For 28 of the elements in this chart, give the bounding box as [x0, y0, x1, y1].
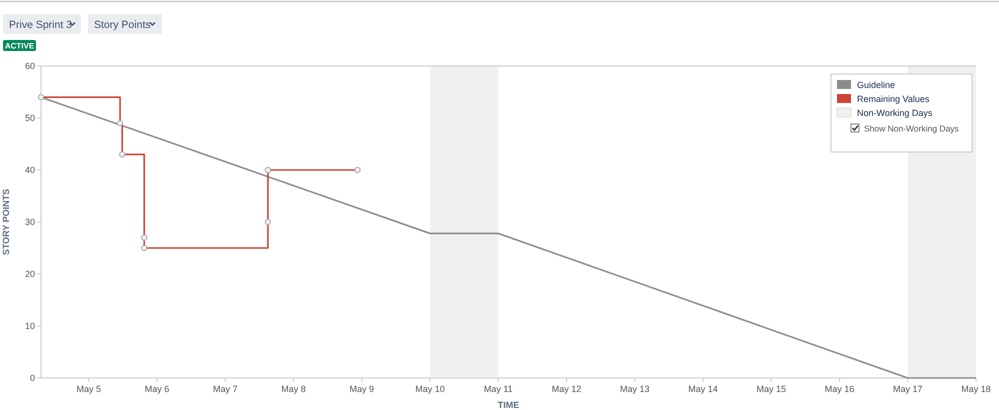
y-tick-label: 20 — [24, 269, 35, 280]
x-tick-label: May 15 — [756, 384, 786, 394]
legend-label: Guideline — [857, 80, 896, 90]
x-axis-title: TIME — [498, 400, 520, 410]
annotation: Show Non-Working Days — [864, 124, 959, 134]
x-tick-label: May 6 — [144, 384, 170, 394]
x-tick-label: May 14 — [688, 384, 718, 394]
annotation: Non-Working Days — [857, 108, 933, 118]
x-tick-label: May 17 — [892, 384, 923, 394]
legend-label: Remaining Values — [857, 94, 930, 104]
y-tick-label: 10 — [24, 321, 35, 332]
x-tick-label: May 8 — [281, 384, 306, 394]
y-tick-label: 40 — [24, 165, 35, 176]
x-tick-label: May 11 — [484, 384, 513, 394]
x-tick-label: May 18 — [961, 384, 991, 394]
x-tick-label: May 13 — [620, 384, 650, 394]
x-tick-label: May 7 — [213, 384, 238, 394]
y-tick-label: 50 — [24, 113, 35, 124]
y-axis-title: STORY POINTS — [1, 188, 11, 256]
x-tick-label: May 10 — [415, 384, 445, 394]
y-tick-label: 0 — [30, 373, 35, 384]
x-tick-label: May 9 — [350, 384, 374, 394]
x-tick-label: May 16 — [824, 384, 854, 394]
y-tick-label: 60 — [24, 61, 35, 72]
x-tick-label: May 5 — [76, 384, 102, 394]
x-tick-label: May 12 — [552, 384, 582, 394]
y-tick-label: 30 — [24, 217, 35, 228]
estimate-selector: Story Points — [88, 14, 162, 34]
